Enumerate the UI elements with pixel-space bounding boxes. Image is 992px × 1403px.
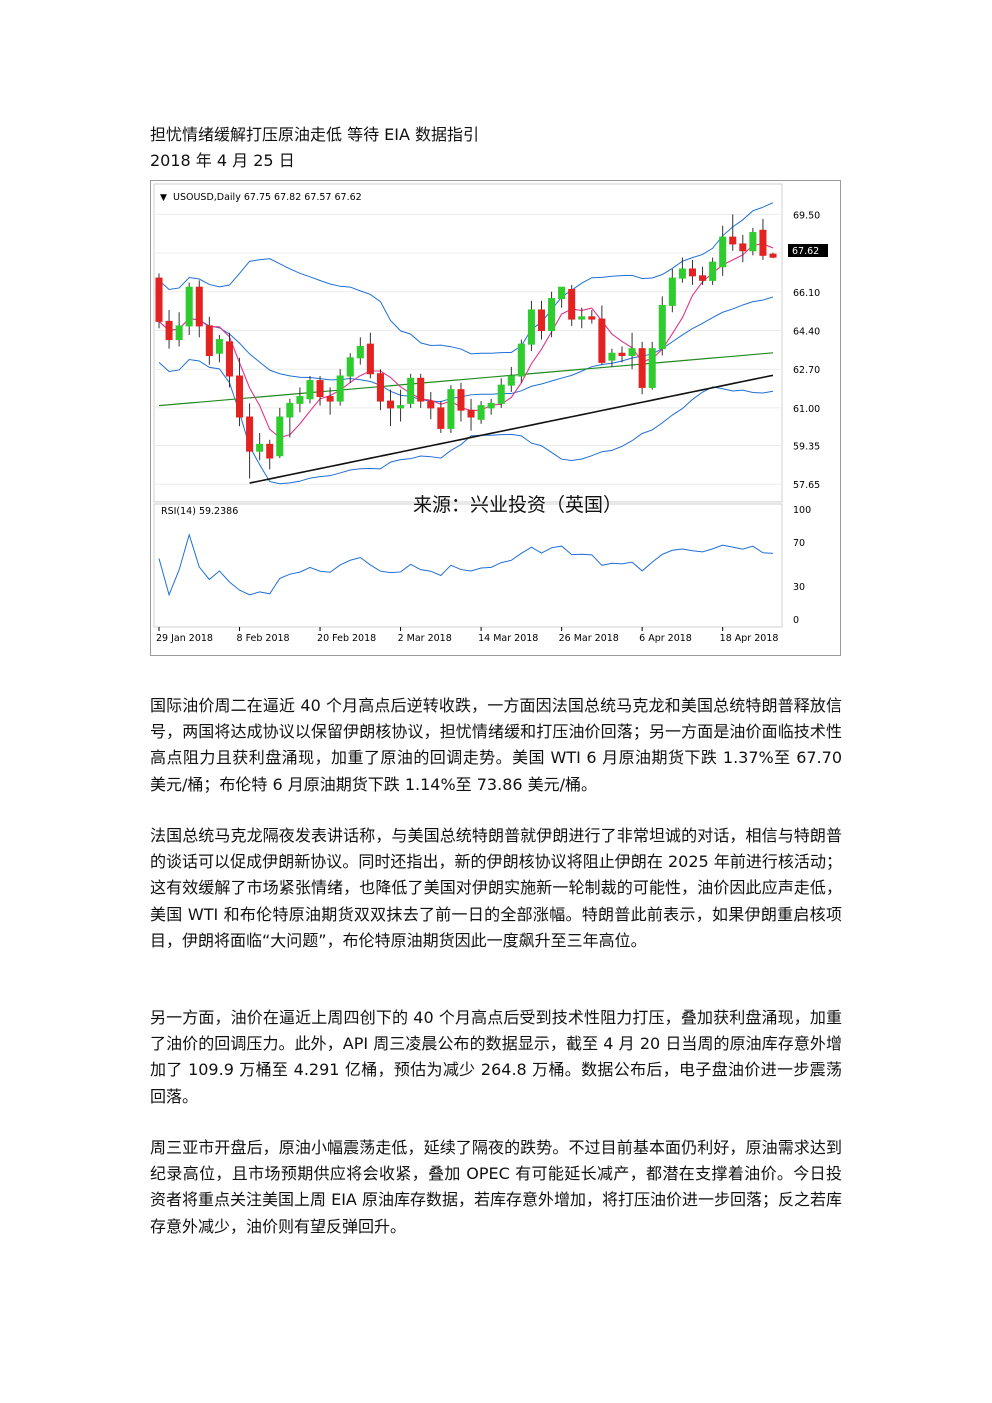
candle-up (398, 406, 404, 408)
candle-up (720, 237, 726, 267)
candle-down (730, 237, 736, 244)
date-tick-label: 20 Feb 2018 (317, 633, 376, 644)
candle-down (538, 310, 544, 330)
paragraph-3: 另一方面，油价在逼近上周四创下的 40 个月高点后受到技术性阻力打压，叠加获利盘… (150, 1005, 842, 1110)
date-tick-label: 8 Feb 2018 (237, 633, 290, 644)
price-tick-label: 57.65 (793, 480, 820, 491)
source-watermark: 来源：兴业投资（英国） (413, 494, 622, 516)
candle-down (639, 349, 645, 388)
candle-up (559, 287, 565, 298)
date-tick-label: 14 Mar 2018 (478, 633, 538, 644)
price-tick-label: 66.10 (793, 288, 820, 299)
candle-down (327, 397, 333, 402)
price-tick-label: 59.35 (793, 441, 820, 452)
price-tick-label: 64.40 (793, 326, 820, 337)
price-chart: 69.5067.8066.1064.4062.7061.0059.3557.65… (150, 180, 841, 656)
candle-down (367, 344, 373, 374)
candle-up (750, 233, 756, 251)
candle-up (659, 305, 665, 348)
price-tick-label: 61.00 (793, 404, 820, 415)
rsi-tick-label: 100 (793, 505, 811, 516)
candle-up (669, 278, 675, 305)
candle-up (277, 417, 283, 456)
candle-up (579, 317, 585, 319)
candle-up (357, 346, 363, 357)
paragraph-2: 法国总统马克龙隔夜发表讲话称，与美国总统特朗普就伊朗进行了非常坦诚的对话，相信与… (150, 823, 842, 954)
rsi-tick-label: 0 (793, 615, 799, 626)
candle-down (700, 276, 706, 281)
candle-down (569, 289, 575, 319)
candle-up (186, 287, 192, 326)
article-date: 2018 年 4 月 25 日 (150, 148, 295, 174)
candle-down (156, 278, 162, 321)
candle-down (237, 376, 243, 417)
candle-down (428, 401, 434, 408)
candle-up (287, 403, 293, 417)
candle-up (478, 406, 484, 420)
candle-up (257, 444, 263, 451)
candle-up (549, 299, 555, 331)
candle-up (528, 310, 534, 344)
candle-up (629, 349, 635, 356)
chart-header-arrow: ▼ (160, 193, 167, 203)
candle-up (347, 358, 353, 376)
date-tick-label: 18 Apr 2018 (720, 633, 779, 644)
candle-down (740, 244, 746, 251)
candle-down (619, 353, 625, 355)
chart-header: USOUSD,Daily 67.75 67.82 67.57 67.62 (173, 192, 362, 203)
candle-up (710, 262, 716, 280)
candle-up (307, 381, 313, 399)
candle-down (226, 342, 232, 376)
candle-up (609, 353, 615, 360)
paragraph-1: 国际油价周二在逼近 40 个月高点后逆转收跌，一方面因法国总统马克龙和美国总统特… (150, 693, 842, 798)
candle-down (317, 381, 323, 397)
candle-down (770, 254, 776, 257)
paragraph-4: 周三亚市开盘后，原油小幅震荡走低，延续了隔夜的跌势。不过目前基本面仍利好，原油需… (150, 1135, 842, 1240)
candle-up (216, 340, 222, 354)
rsi-tick-label: 70 (793, 538, 805, 549)
candle-up (448, 390, 454, 429)
candle-up (649, 349, 655, 388)
candle-down (196, 287, 202, 326)
candle-up (518, 344, 524, 376)
price-tick-label: 69.50 (793, 210, 820, 221)
candle-up (337, 376, 343, 401)
candle-up (488, 403, 494, 408)
candle-down (377, 374, 383, 401)
candle-down (247, 417, 253, 451)
candle-up (408, 378, 414, 403)
candle-down (599, 319, 605, 362)
article-title: 担忧情绪缓解打压原油走低 等待 EIA 数据指引 (150, 122, 479, 148)
date-tick-label: 2 Mar 2018 (398, 633, 452, 644)
candle-up (508, 376, 514, 385)
candle-down (468, 410, 474, 417)
candle-down (760, 230, 766, 255)
candle-down (206, 326, 212, 356)
candle-down (689, 269, 695, 276)
candle-up (679, 269, 685, 278)
rsi-label: RSI(14) 59.2386 (161, 506, 238, 517)
date-tick-label: 29 Jan 2018 (156, 633, 213, 644)
candle-up (297, 397, 303, 404)
candle-down (166, 321, 172, 339)
candle-down (438, 408, 444, 428)
candle-down (589, 317, 595, 319)
candle-up (176, 326, 182, 340)
rsi-tick-label: 30 (793, 582, 805, 593)
price-tick-label: 62.70 (793, 365, 820, 376)
candle-down (418, 378, 424, 401)
current-price-label: 67.62 (792, 246, 819, 257)
candle-up (498, 385, 504, 403)
date-tick-label: 26 Mar 2018 (559, 633, 619, 644)
candle-down (387, 401, 393, 408)
date-tick-label: 6 Apr 2018 (639, 633, 692, 644)
candle-down (267, 444, 273, 458)
candle-down (458, 390, 464, 410)
price-chart-svg: 69.5067.8066.1064.4062.7061.0059.3557.65… (151, 181, 840, 655)
